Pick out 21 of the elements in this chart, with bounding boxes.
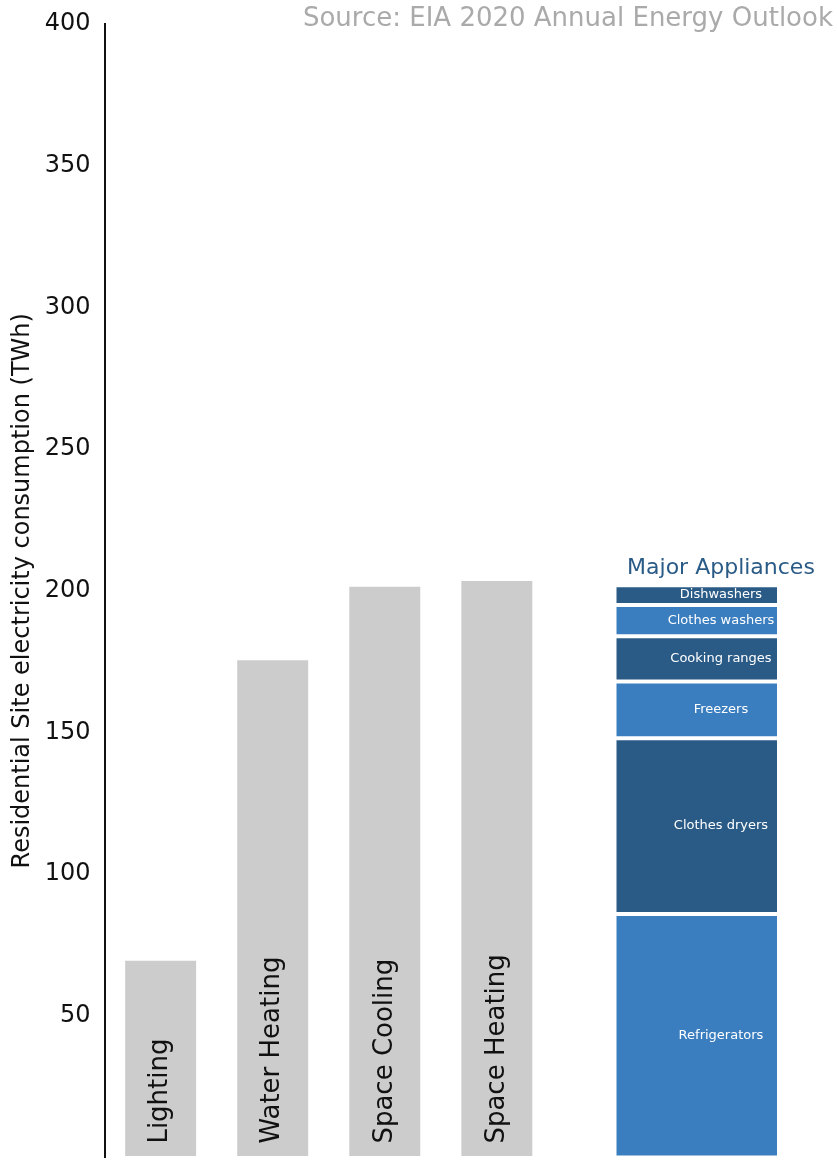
series-label: Clothes dryers	[673, 817, 769, 833]
series-label: Freezers	[693, 701, 749, 717]
y-tick-label: 50	[60, 1000, 91, 1029]
y-tick-label: 100	[44, 858, 91, 887]
x-tick-label: Space Cooling	[367, 958, 398, 1144]
series-label: Cooking ranges	[670, 650, 772, 666]
annotation: Source: EIA 2020 Annual Energy Outlook	[302, 1, 833, 32]
y-tick-label: 200	[44, 575, 91, 604]
x-tick-label: Space Heating	[479, 954, 510, 1144]
x-tick-label: Major Appliances	[627, 553, 815, 579]
x-tick-label: Lighting	[143, 1038, 174, 1144]
y-tick-label: 250	[44, 433, 91, 462]
y-tick-label: 300	[44, 291, 91, 320]
y-tick-label: 350	[44, 149, 91, 178]
series-label: Refrigerators	[678, 1027, 764, 1043]
y-tick-label: 400	[44, 8, 91, 37]
x-tick-label: Water Heating	[255, 956, 286, 1144]
series-label: Dishwashers	[679, 586, 763, 602]
y-tick-label: 150	[44, 716, 91, 745]
y-axis-title: Residential Site electricity consumption (TWh)	[6, 313, 35, 869]
series-label: Clothes washers	[667, 611, 775, 627]
